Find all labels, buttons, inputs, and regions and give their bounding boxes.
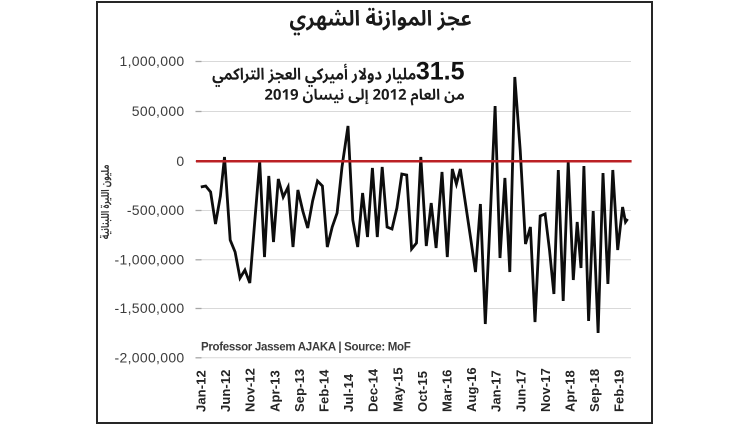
svg-text:0: 0 xyxy=(176,153,184,169)
svg-text:Professor Jassem AJAKA | Sourc: Professor Jassem AJAKA | Source: MoF xyxy=(201,341,411,353)
svg-text:Nov-17: Nov-17 xyxy=(538,368,553,412)
svg-text:Sep-13: Sep-13 xyxy=(292,369,307,412)
svg-text:-1,000,000: -1,000,000 xyxy=(115,251,185,267)
svg-text:Jan-17: Jan-17 xyxy=(489,370,504,412)
svg-text:Jul-14: Jul-14 xyxy=(341,373,356,412)
svg-text:-500,000: -500,000 xyxy=(127,202,185,218)
svg-text:-2,000,000: -2,000,000 xyxy=(115,349,185,365)
svg-text:-1,500,000: -1,500,000 xyxy=(115,300,185,316)
svg-text:1,000,000: 1,000,000 xyxy=(120,53,185,69)
svg-text:Nov-12: Nov-12 xyxy=(243,368,258,412)
svg-text:Feb-19: Feb-19 xyxy=(612,369,627,412)
svg-text:Aug-16: Aug-16 xyxy=(464,367,479,412)
svg-text:Mar-16: Mar-16 xyxy=(440,369,455,412)
svg-text:May-15: May-15 xyxy=(390,367,405,412)
svg-text:Apr-13: Apr-13 xyxy=(267,370,282,412)
svg-text:Jan-12: Jan-12 xyxy=(194,370,209,412)
svg-text:Feb-14: Feb-14 xyxy=(317,369,332,412)
svg-text:Oct-15: Oct-15 xyxy=(415,371,430,412)
svg-text:Jun-12: Jun-12 xyxy=(218,369,233,412)
svg-text:Dec-14: Dec-14 xyxy=(366,368,381,412)
svg-text:Sep-18: Sep-18 xyxy=(587,369,602,412)
svg-text:Apr-18: Apr-18 xyxy=(563,370,578,412)
svg-text:31.5: 31.5 xyxy=(416,58,465,86)
svg-text:Jun-17: Jun-17 xyxy=(513,369,528,412)
svg-text:500,000: 500,000 xyxy=(132,103,185,119)
